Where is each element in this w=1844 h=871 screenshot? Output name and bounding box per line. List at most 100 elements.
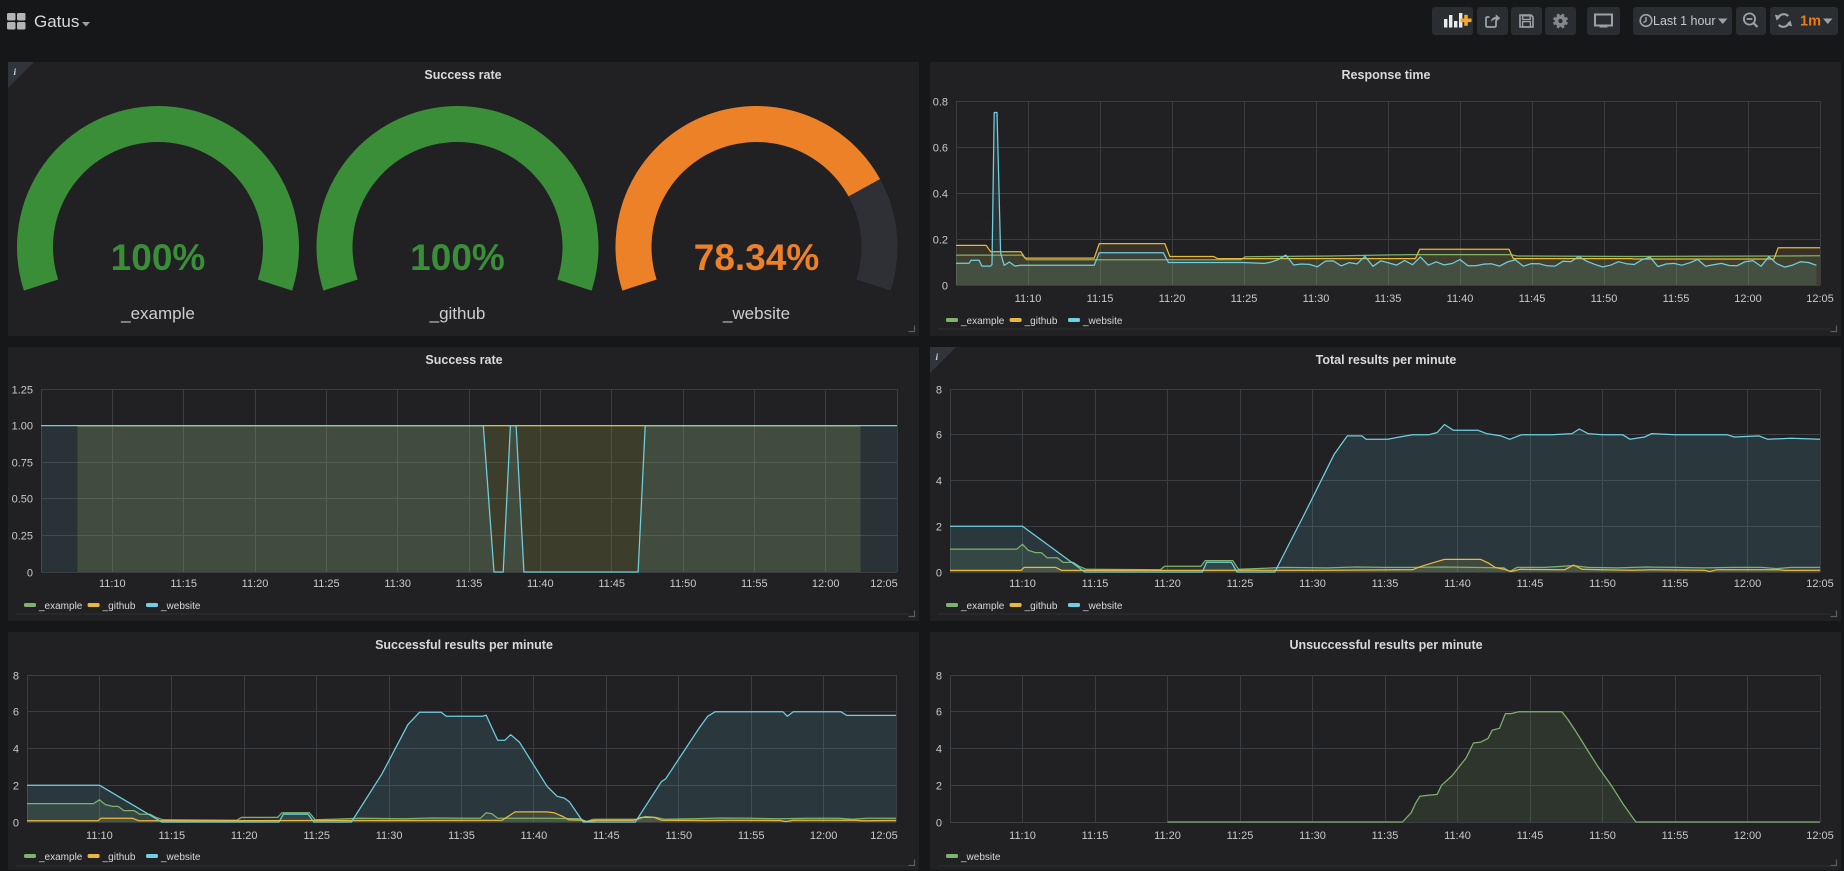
- svg-text:_website: _website: [1082, 316, 1123, 327]
- svg-text:12:00: 12:00: [1734, 293, 1762, 305]
- svg-text:1.25: 1.25: [12, 385, 33, 397]
- svg-text:11:45: 11:45: [1517, 830, 1544, 842]
- svg-text:11:30: 11:30: [1299, 830, 1326, 842]
- svg-text:11:55: 11:55: [1663, 293, 1690, 305]
- svg-text:4: 4: [936, 476, 942, 488]
- svg-text:0: 0: [942, 281, 948, 293]
- svg-text:0.2: 0.2: [933, 235, 948, 247]
- svg-text:Success rate: Success rate: [424, 68, 501, 82]
- svg-text:0.25: 0.25: [12, 531, 33, 543]
- svg-text:0.6: 0.6: [933, 143, 948, 155]
- svg-text:6: 6: [936, 707, 942, 719]
- svg-text:11:55: 11:55: [1662, 830, 1689, 842]
- svg-text:_github: _github: [1024, 316, 1058, 327]
- svg-text:11:25: 11:25: [1231, 293, 1258, 305]
- svg-text:0.4: 0.4: [933, 189, 948, 201]
- svg-text:11:25: 11:25: [303, 830, 330, 842]
- svg-text:11:45: 11:45: [598, 578, 625, 590]
- svg-text:_website: _website: [1082, 601, 1123, 612]
- svg-text:6: 6: [936, 430, 942, 442]
- svg-text:12:00: 12:00: [1734, 830, 1762, 842]
- svg-text:11:10: 11:10: [99, 578, 126, 590]
- svg-text:Unsuccessful results per minut: Unsuccessful results per minute: [1289, 638, 1482, 652]
- svg-text:11:25: 11:25: [1227, 578, 1254, 590]
- svg-text:11:10: 11:10: [1009, 578, 1036, 590]
- svg-text:100%: 100%: [111, 237, 206, 278]
- svg-text:0: 0: [13, 818, 19, 830]
- svg-text:11:20: 11:20: [242, 578, 269, 590]
- svg-text:6: 6: [13, 707, 19, 719]
- svg-text:11:45: 11:45: [1519, 293, 1546, 305]
- svg-text:11:45: 11:45: [593, 830, 620, 842]
- svg-text:_github: _github: [1024, 601, 1058, 612]
- svg-text:_website: _website: [160, 852, 201, 863]
- svg-text:Response time: Response time: [1342, 68, 1431, 82]
- svg-text:_example: _example: [960, 601, 1005, 612]
- svg-text:11:35: 11:35: [456, 578, 483, 590]
- svg-text:11:25: 11:25: [1227, 830, 1254, 842]
- svg-text:12:00: 12:00: [1734, 578, 1762, 590]
- svg-text:_github: _github: [102, 852, 136, 863]
- svg-text:11:35: 11:35: [448, 830, 475, 842]
- svg-text:0: 0: [27, 568, 33, 580]
- svg-text:Total results per minute: Total results per minute: [1316, 353, 1457, 367]
- svg-text:4: 4: [936, 744, 942, 756]
- svg-text:12:05: 12:05: [870, 578, 898, 590]
- svg-text:_website: _website: [960, 852, 1001, 863]
- svg-text:11:35: 11:35: [1372, 578, 1399, 590]
- svg-text:Last 1 hour: Last 1 hour: [1653, 14, 1716, 28]
- svg-text:0.50: 0.50: [12, 494, 33, 506]
- svg-text:8: 8: [936, 385, 942, 397]
- svg-text:11:45: 11:45: [1517, 578, 1544, 590]
- svg-text:11:30: 11:30: [376, 830, 403, 842]
- svg-text:100%: 100%: [410, 237, 505, 278]
- svg-text:i: i: [936, 353, 939, 363]
- svg-text:11:40: 11:40: [1444, 830, 1471, 842]
- svg-text:12:00: 12:00: [812, 578, 840, 590]
- svg-text:12:00: 12:00: [810, 830, 838, 842]
- svg-text:11:55: 11:55: [741, 578, 768, 590]
- svg-text:11:10: 11:10: [86, 830, 113, 842]
- svg-text:_example: _example: [120, 304, 195, 323]
- svg-text:11:40: 11:40: [1447, 293, 1474, 305]
- svg-text:11:15: 11:15: [1082, 830, 1109, 842]
- svg-text:_example: _example: [38, 601, 83, 612]
- svg-text:Gatus: Gatus: [34, 12, 79, 31]
- svg-text:11:15: 11:15: [1087, 293, 1114, 305]
- svg-text:11:15: 11:15: [158, 830, 185, 842]
- svg-text:11:55: 11:55: [738, 830, 765, 842]
- svg-text:11:20: 11:20: [1159, 293, 1186, 305]
- svg-text:11:30: 11:30: [1299, 578, 1326, 590]
- svg-text:11:50: 11:50: [665, 830, 692, 842]
- svg-text:12:05: 12:05: [1806, 578, 1834, 590]
- svg-text:2: 2: [13, 781, 19, 793]
- svg-text:1m: 1m: [1800, 14, 1821, 30]
- svg-text:8: 8: [13, 671, 19, 683]
- svg-text:11:30: 11:30: [384, 578, 411, 590]
- svg-text:11:50: 11:50: [670, 578, 697, 590]
- svg-text:11:35: 11:35: [1372, 830, 1399, 842]
- svg-text:11:40: 11:40: [1444, 578, 1471, 590]
- svg-text:0: 0: [936, 568, 942, 580]
- svg-text:11:40: 11:40: [521, 830, 548, 842]
- svg-text:Successful results per minute: Successful results per minute: [375, 638, 553, 652]
- svg-text:2: 2: [936, 522, 942, 534]
- svg-text:11:50: 11:50: [1591, 293, 1618, 305]
- svg-text:_github: _github: [102, 601, 136, 612]
- svg-text:_example: _example: [960, 316, 1005, 327]
- svg-text:1.00: 1.00: [12, 421, 33, 433]
- svg-text:11:10: 11:10: [1015, 293, 1042, 305]
- svg-text:Success rate: Success rate: [425, 353, 502, 367]
- svg-text:_github: _github: [429, 304, 486, 323]
- svg-text:11:25: 11:25: [313, 578, 340, 590]
- svg-text:0.8: 0.8: [933, 97, 948, 109]
- svg-text:12:05: 12:05: [1806, 830, 1834, 842]
- svg-text:78.34%: 78.34%: [694, 237, 820, 278]
- svg-text:0.75: 0.75: [12, 458, 33, 470]
- svg-text:_website: _website: [160, 601, 201, 612]
- svg-text:11:20: 11:20: [231, 830, 258, 842]
- svg-text:_website: _website: [722, 304, 790, 323]
- svg-text:2: 2: [936, 781, 942, 793]
- svg-text:11:20: 11:20: [1154, 830, 1181, 842]
- svg-text:11:15: 11:15: [1082, 578, 1109, 590]
